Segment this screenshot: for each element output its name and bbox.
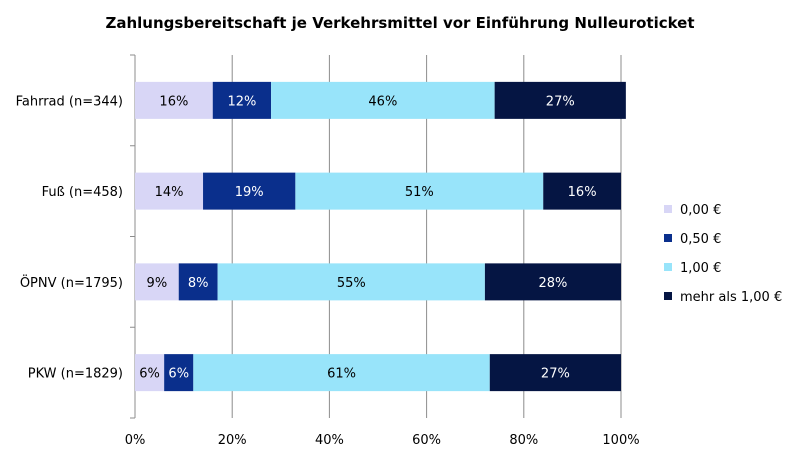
legend-label: mehr als 1,00 €	[680, 290, 782, 305]
bar-segment	[271, 81, 495, 119]
data-label: 6%	[139, 367, 160, 382]
data-label: 16%	[159, 94, 188, 109]
data-label: 61%	[327, 367, 356, 382]
data-label: 12%	[227, 94, 256, 109]
data-label: 28%	[539, 276, 568, 291]
x-tick-label: 80%	[509, 433, 538, 448]
data-label: 19%	[235, 185, 264, 200]
legend-label: 1,00 €	[680, 261, 721, 276]
bar-segment	[543, 172, 621, 210]
bar-segment	[135, 263, 179, 301]
legend-label: 0,50 €	[680, 232, 721, 247]
bar-segment	[135, 81, 213, 119]
category-label: PKW (n=1829)	[28, 367, 123, 382]
x-tick-label: 40%	[315, 433, 344, 448]
x-tick-label: 60%	[412, 433, 441, 448]
bar-segment	[484, 263, 621, 301]
data-label: 51%	[405, 185, 434, 200]
bar-segment	[212, 81, 272, 119]
legend-label: 0,00 €	[680, 203, 721, 218]
category-label: Fahrrad (n=344)	[16, 94, 123, 109]
data-label: 14%	[155, 185, 184, 200]
bar-segment	[494, 81, 626, 119]
legend-swatch	[664, 263, 672, 271]
data-label: 55%	[337, 276, 366, 291]
legend-swatch	[664, 292, 672, 300]
category-label: ÖPNV (n=1795)	[20, 274, 123, 291]
chart-title: Zahlungsbereitschaft je Verkehrsmittel v…	[105, 14, 695, 32]
x-tick-label: 20%	[218, 433, 247, 448]
legend-swatch	[664, 205, 672, 213]
bar-segment	[178, 263, 218, 301]
x-tick-label: 100%	[602, 433, 639, 448]
data-label: 6%	[168, 367, 189, 382]
bar-segment	[489, 354, 621, 392]
bar-segment	[295, 172, 544, 210]
bar-segment	[135, 172, 204, 210]
bar-segment	[193, 354, 490, 392]
category-label: Fuß (n=458)	[42, 185, 123, 200]
data-label: 9%	[147, 276, 168, 291]
data-label: 27%	[546, 94, 575, 109]
bar-segment	[217, 263, 485, 301]
bar-segment	[203, 172, 296, 210]
data-label: 27%	[541, 367, 570, 382]
data-label: 8%	[188, 276, 209, 291]
data-label: 46%	[368, 94, 397, 109]
legend-swatch	[664, 234, 672, 242]
bar-segment	[164, 354, 194, 392]
bar-segment	[135, 354, 165, 392]
x-tick-label: 0%	[125, 433, 146, 448]
data-label: 16%	[568, 185, 597, 200]
